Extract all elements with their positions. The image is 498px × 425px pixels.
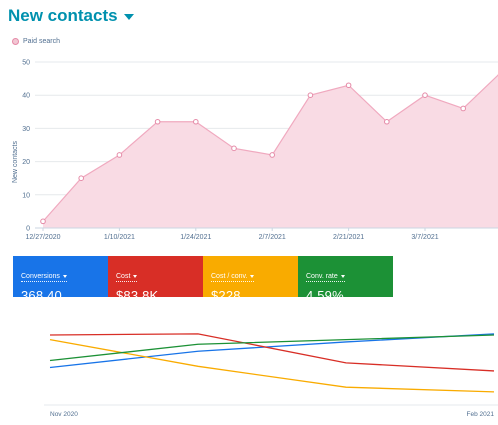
data-point[interactable] (193, 118, 199, 125)
chevron-down-icon (62, 275, 67, 278)
tile-cost-per-conv-value: $228 (211, 288, 241, 303)
tile-cost-label-text: Cost (116, 273, 131, 280)
y-axis-label: New contacts (12, 140, 19, 183)
x-tick-label: 12/27/2020 (25, 234, 60, 241)
data-point[interactable] (78, 175, 84, 181)
chevron-down-icon (123, 14, 134, 20)
data-point[interactable] (154, 118, 161, 125)
chevron-down-icon (250, 275, 255, 278)
x-tick-label: 1/10/2021 (104, 234, 135, 241)
x-tick-label: 2/7/2021 (259, 234, 286, 241)
chart-title-dropdown[interactable]: New contacts (8, 6, 134, 26)
y-tick-label: 0 (26, 226, 30, 233)
legend-label: Paid search (23, 38, 60, 45)
data-point[interactable] (345, 82, 352, 89)
x-tick-label: 2/21/2021 (333, 234, 364, 241)
data-point[interactable] (231, 145, 237, 152)
data-point[interactable] (116, 152, 123, 158)
trend-x-tick-end: Feb 2021 (467, 411, 495, 418)
trend-line-cost (49, 333, 495, 372)
tile-cost-label[interactable]: Cost (116, 273, 138, 282)
tile-cost-per-conv-label-text: Cost / conv. (211, 273, 248, 280)
tile-cost-per-conv[interactable]: Cost / conv. $228 (203, 256, 298, 303)
area-fill (43, 74, 498, 228)
tile-conv-rate-value: 4.59% (306, 288, 344, 303)
data-point[interactable] (269, 152, 276, 158)
y-tick-label: 30 (22, 126, 30, 133)
data-point[interactable] (384, 118, 390, 125)
tile-conversions[interactable]: Conversions 368.40 (13, 256, 108, 303)
legend-marker-icon (12, 38, 19, 45)
trend-line-conv-rate (49, 334, 495, 362)
data-point[interactable] (460, 105, 467, 112)
y-tick-label: 50 (22, 60, 30, 67)
tile-cost-value: $83.8K (116, 288, 159, 303)
chevron-down-icon (340, 275, 345, 278)
x-tick-label: 1/24/2021 (180, 234, 211, 241)
metric-tiles: Conversions 368.40 Cost $83.8K Cost / co… (13, 256, 393, 303)
area-line (42, 74, 498, 222)
data-point[interactable] (307, 92, 314, 98)
tile-cost-per-conv-label[interactable]: Cost / conv. (211, 273, 255, 282)
y-tick-label: 40 (22, 93, 30, 100)
tile-conv-rate-label[interactable]: Conv. rate (306, 273, 345, 282)
data-point[interactable] (40, 218, 46, 225)
trend-line-cost-per-conv (49, 339, 495, 393)
y-tick-label: 20 (22, 159, 30, 166)
trend-x-tick-start: Nov 2020 (50, 411, 78, 418)
y-tick-label: 10 (22, 192, 30, 199)
tile-cost[interactable]: Cost $83.8K (108, 256, 203, 303)
tile-conversions-label[interactable]: Conversions (21, 273, 67, 282)
data-point[interactable] (422, 92, 428, 98)
trend-chart: Nov 2020 Feb 2021 (44, 333, 498, 418)
chevron-down-icon (133, 275, 138, 278)
tile-conversions-label-text: Conversions (21, 273, 60, 280)
trend-line-conversions (49, 333, 495, 369)
tile-conversions-value: 368.40 (21, 288, 62, 303)
tile-conv-rate[interactable]: Conv. rate 4.59% (298, 256, 393, 303)
area-chart: 0 10 20 30 40 50 New contacts 12/27/2020 1/10/… (12, 60, 498, 241)
tile-conv-rate-label-text: Conv. rate (306, 273, 338, 280)
legend: Paid search (12, 38, 60, 45)
x-tick-label: 3/7/2021 (411, 234, 438, 241)
chart-title: New contacts (8, 6, 118, 25)
